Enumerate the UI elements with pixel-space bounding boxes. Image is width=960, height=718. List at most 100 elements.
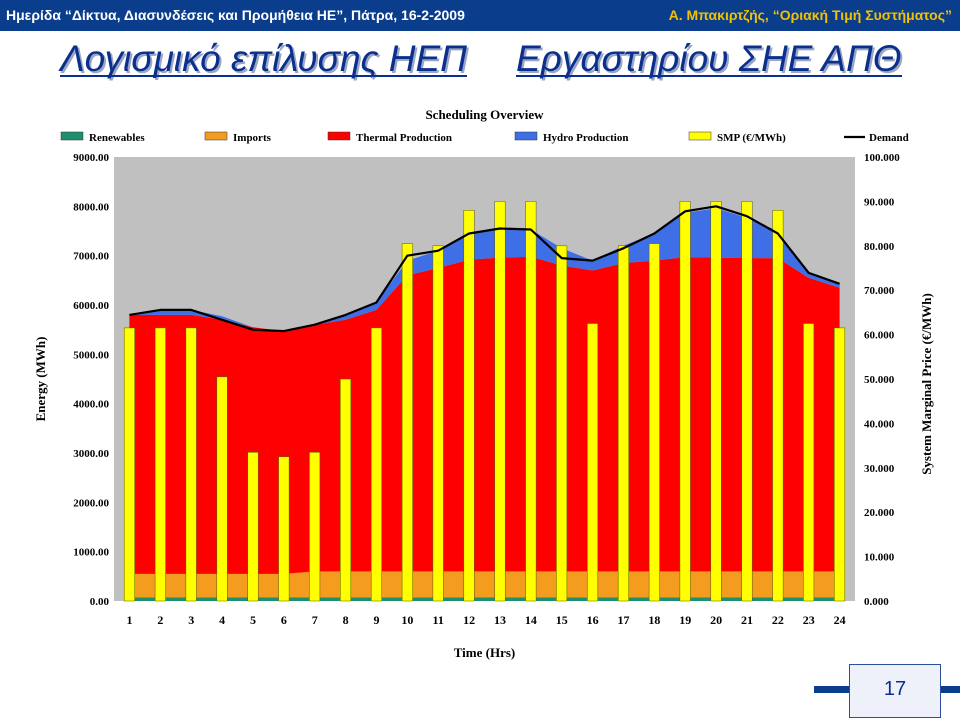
y-tick-label: 7000.00 <box>73 251 109 263</box>
x-tick-label: 7 <box>312 613 318 627</box>
legend-label: Hydro Production <box>543 132 628 144</box>
x-tick-label: 8 <box>343 613 349 627</box>
smp-bar <box>648 243 660 602</box>
legend-swatch <box>688 131 712 141</box>
footer-bar-right <box>939 686 960 693</box>
x-tick-label: 17 <box>617 613 629 627</box>
legend-swatch <box>514 131 538 141</box>
y2-tick-label: 80.000 <box>864 241 895 253</box>
y-tick-label: 9000.00 <box>73 152 109 164</box>
chart-title: Scheduling Overview <box>425 107 544 122</box>
y2-tick-label: 50.000 <box>864 374 895 386</box>
x-tick-label: 10 <box>401 613 413 627</box>
x-tick-label: 19 <box>679 613 691 627</box>
presentation-header-bar: Ημερίδα “Δίκτυα, Διασυνδέσεις και Προμήθ… <box>0 0 960 31</box>
smp-bar <box>185 327 197 602</box>
smp-bar <box>278 456 290 602</box>
y2-tick-label: 100.000 <box>864 152 900 164</box>
slide-title-part1: Λογισμικό επίλυσης ΗΕΠ <box>60 38 467 80</box>
smp-bar <box>216 376 228 602</box>
smp-bar <box>803 323 815 602</box>
y2-tick-label: 40.000 <box>864 418 895 430</box>
page-number: 17 <box>883 678 907 700</box>
smp-bar <box>463 210 475 602</box>
y2-tick-label: 70.000 <box>864 285 895 297</box>
smp-bar <box>123 327 135 602</box>
x-tick-label: 11 <box>433 613 444 627</box>
smp-bar <box>309 452 321 602</box>
header-event-text: Ημερίδα “Δίκτυα, Διασυνδέσεις και Προμήθ… <box>6 7 465 23</box>
smp-bar <box>370 327 382 602</box>
y-tick-label: 3000.00 <box>73 448 109 460</box>
y-tick-label: 2000.00 <box>73 497 109 509</box>
header-author-text: Α. Μπακιρτζής, “Οριακή Τιμή Συστήματος” <box>668 7 952 23</box>
footer-bar-left <box>814 686 849 693</box>
smp-bar <box>587 323 599 602</box>
x-tick-label: 21 <box>741 613 753 627</box>
smp-bar <box>494 201 506 602</box>
smp-bar <box>617 245 629 602</box>
x-tick-label: 22 <box>772 613 784 627</box>
title-underline <box>60 75 467 77</box>
x-tick-label: 18 <box>648 613 660 627</box>
legend-label: SMP (€/MWh) <box>717 132 786 144</box>
x-tick-label: 20 <box>710 613 722 627</box>
y-axis-title: Energy (MWh) <box>33 337 48 422</box>
x-tick-label: 15 <box>556 613 568 627</box>
y2-tick-label: 20.000 <box>864 507 895 519</box>
y-tick-label: 4000.00 <box>73 399 109 411</box>
x-tick-label: 4 <box>219 613 225 627</box>
y-tick-label: 8000.00 <box>73 201 109 213</box>
y2-axis-title: System Marginal Price (€/MWh) <box>919 293 934 475</box>
title-underline <box>516 75 902 77</box>
legend-swatch <box>204 131 228 141</box>
thermal-area <box>129 256 840 574</box>
y2-tick-label: 30.000 <box>864 463 895 475</box>
x-tick-label: 14 <box>525 613 537 627</box>
imports-area <box>129 571 840 598</box>
smp-bar <box>556 245 568 602</box>
smp-bar <box>401 243 413 602</box>
chart-svg: 0.00 1000.00 2000.00 3000.00 4000.00 5000.00 6… <box>33 107 934 660</box>
y-tick-label: 5000.00 <box>73 349 109 361</box>
x-tick-label: 24 <box>834 613 846 627</box>
x-tick-label: 1 <box>126 613 132 627</box>
legend-label: Renewables <box>89 132 145 144</box>
legend-label: Demand <box>869 132 909 144</box>
scheduling-overview-chart: 0.00 1000.00 2000.00 3000.00 4000.00 5000.00 6… <box>29 97 942 663</box>
x-tick-label: 23 <box>803 613 815 627</box>
x-tick-label: 12 <box>463 613 475 627</box>
y2-tick-label: 10.000 <box>864 552 895 564</box>
smp-bar <box>772 210 784 602</box>
y2-tick-label: 60.000 <box>864 330 895 342</box>
y2-tick-label: 0.000 <box>864 596 889 608</box>
smp-bar <box>741 201 753 602</box>
smp-bar <box>247 452 259 602</box>
legend-swatch <box>327 131 351 141</box>
demand-line <box>129 205 840 333</box>
x-tick-label: 16 <box>587 613 599 627</box>
y-tick-label: 1000.00 <box>73 547 109 559</box>
slide-title-part1-text: Λογισμικό επίλυσης ΗΕΠ <box>60 38 467 79</box>
x-axis-title: Time (Hrs) <box>454 645 516 660</box>
y-tick-label: 6000.00 <box>73 300 109 312</box>
y2-tick-label: 90.000 <box>864 196 895 208</box>
smp-bar <box>432 245 444 602</box>
y-tick-label: 0.00 <box>90 596 110 608</box>
smp-bar <box>834 327 846 602</box>
page-number-box: 17 <box>849 664 941 718</box>
hydro-area <box>129 208 840 332</box>
legend-label: Imports <box>233 132 272 144</box>
renewables-area <box>129 597 840 601</box>
x-tick-label: 2 <box>157 613 163 627</box>
smp-bar <box>340 378 352 602</box>
smp-bar <box>154 327 166 602</box>
x-tick-label: 13 <box>494 613 506 627</box>
x-tick-label: 6 <box>281 613 287 627</box>
smp-bar <box>525 201 537 602</box>
smp-bar <box>710 201 722 602</box>
x-tick-label: 9 <box>373 613 379 627</box>
x-tick-label: 3 <box>188 613 194 627</box>
smp-bar <box>679 201 691 602</box>
slide-title-part2-text: Εργαστηρίου ΣΗΕ ΑΠΘ <box>516 38 902 79</box>
